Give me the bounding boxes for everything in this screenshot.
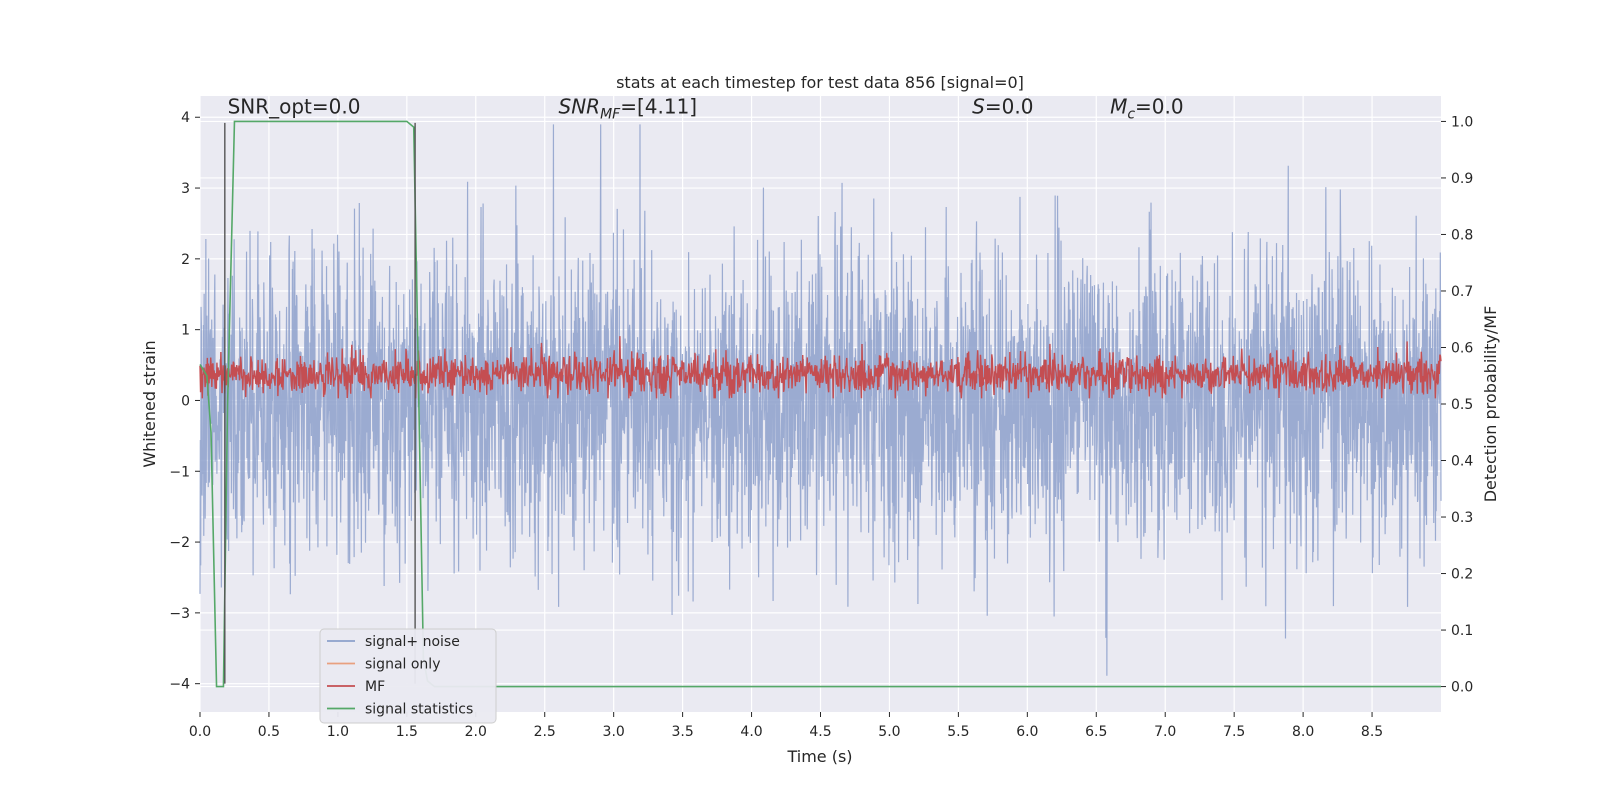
x-tick-label: 3.5 bbox=[671, 724, 693, 740]
x-tick-label: 3.0 bbox=[603, 724, 625, 740]
chart-title: stats at each timestep for test data 856… bbox=[616, 73, 1024, 92]
y-axis-left: 4 3 2 1 0 −1 −2 −3 −4 bbox=[169, 110, 200, 693]
x-tick-label: 5.5 bbox=[947, 724, 969, 740]
annotation: Mc=0.0 bbox=[1110, 95, 1184, 123]
x-axis: 0.0 0.5 1.0 1.5 2.0 2.5 3.0 3.5 4.0 4.5 5.0 5.5 6.0 6… bbox=[189, 712, 1383, 740]
annotation: SNR_opt=0.0 bbox=[228, 95, 361, 119]
y-axis-right: 1.0 0.9 0.8 0.7 0.6 0.5 0.4 0.3 0.2 0.1 0.0 bbox=[1441, 114, 1473, 696]
legend-box bbox=[319, 628, 497, 724]
series-line-signal-noise bbox=[199, 124, 1442, 676]
legend: signal+ noise signal only MF signal statist… bbox=[319, 628, 497, 724]
y-tick-label: 3 bbox=[181, 181, 190, 197]
y-tick-label: −1 bbox=[169, 464, 190, 480]
x-tick-label: 6.5 bbox=[1085, 724, 1107, 740]
x-tick-label: 1.0 bbox=[327, 724, 349, 740]
y-tick-label-right: 0.7 bbox=[1451, 284, 1473, 300]
y-tick-label: 1 bbox=[181, 323, 190, 339]
y-tick-label: −3 bbox=[169, 606, 190, 622]
y-tick-label-right: 0.0 bbox=[1451, 680, 1473, 696]
legend-label: signal+ noise bbox=[365, 634, 460, 650]
y-tick-label-right: 0.8 bbox=[1451, 227, 1473, 243]
legend-label: signal statistics bbox=[365, 702, 473, 718]
y-tick-label-right: 0.5 bbox=[1451, 397, 1473, 413]
x-tick-label: 8.0 bbox=[1292, 724, 1314, 740]
x-tick-label: 5.0 bbox=[878, 724, 900, 740]
vertical-markers bbox=[224, 122, 416, 684]
annotations: SNR_opt=0.0 SNRMF=[4.11] S=0.0 Mc=0.0 bbox=[228, 95, 1184, 123]
series-line-mf bbox=[199, 336, 1442, 399]
y-tick-label-right: 0.9 bbox=[1451, 171, 1473, 187]
y-tick-label-right: 0.1 bbox=[1451, 623, 1473, 639]
x-tick-label: 8.5 bbox=[1361, 724, 1383, 740]
x-tick-label: 0.0 bbox=[189, 724, 211, 740]
y-tick-label-right: 0.4 bbox=[1451, 454, 1473, 470]
y-tick-label: 0 bbox=[181, 393, 190, 409]
x-tick-label: 4.5 bbox=[809, 724, 831, 740]
x-tick-label: 1.5 bbox=[396, 724, 418, 740]
y-axis-label-right: Detection probability/MF bbox=[1481, 306, 1500, 503]
x-tick-label: 4.0 bbox=[740, 724, 762, 740]
x-tick-label: 7.5 bbox=[1223, 724, 1245, 740]
x-tick-label: 6.0 bbox=[1016, 724, 1038, 740]
y-tick-label: 2 bbox=[181, 252, 190, 268]
annotation: S=0.0 bbox=[972, 95, 1033, 119]
legend-label: signal only bbox=[365, 657, 440, 673]
x-tick-label: 7.0 bbox=[1154, 724, 1176, 740]
x-axis-label: Time (s) bbox=[786, 747, 852, 766]
x-tick-label: 2.0 bbox=[465, 724, 487, 740]
x-tick-label: 0.5 bbox=[258, 724, 280, 740]
y-tick-label-right: 0.3 bbox=[1451, 510, 1473, 526]
y-tick-label-right: 0.6 bbox=[1451, 340, 1473, 356]
legend-label: MF bbox=[365, 679, 385, 695]
y-tick-label: 4 bbox=[181, 110, 190, 126]
y-tick-label-right: 0.2 bbox=[1451, 567, 1473, 583]
y-tick-label-right: 1.0 bbox=[1451, 114, 1473, 130]
y-tick-label: −4 bbox=[169, 677, 190, 693]
annotation: SNRMF=[4.11] bbox=[559, 95, 698, 123]
y-tick-label: −2 bbox=[169, 535, 190, 551]
series-mf bbox=[199, 336, 1442, 399]
series-signal-noise bbox=[199, 124, 1442, 676]
y-axis-label: Whitened strain bbox=[140, 340, 159, 467]
x-tick-label: 2.5 bbox=[534, 724, 556, 740]
